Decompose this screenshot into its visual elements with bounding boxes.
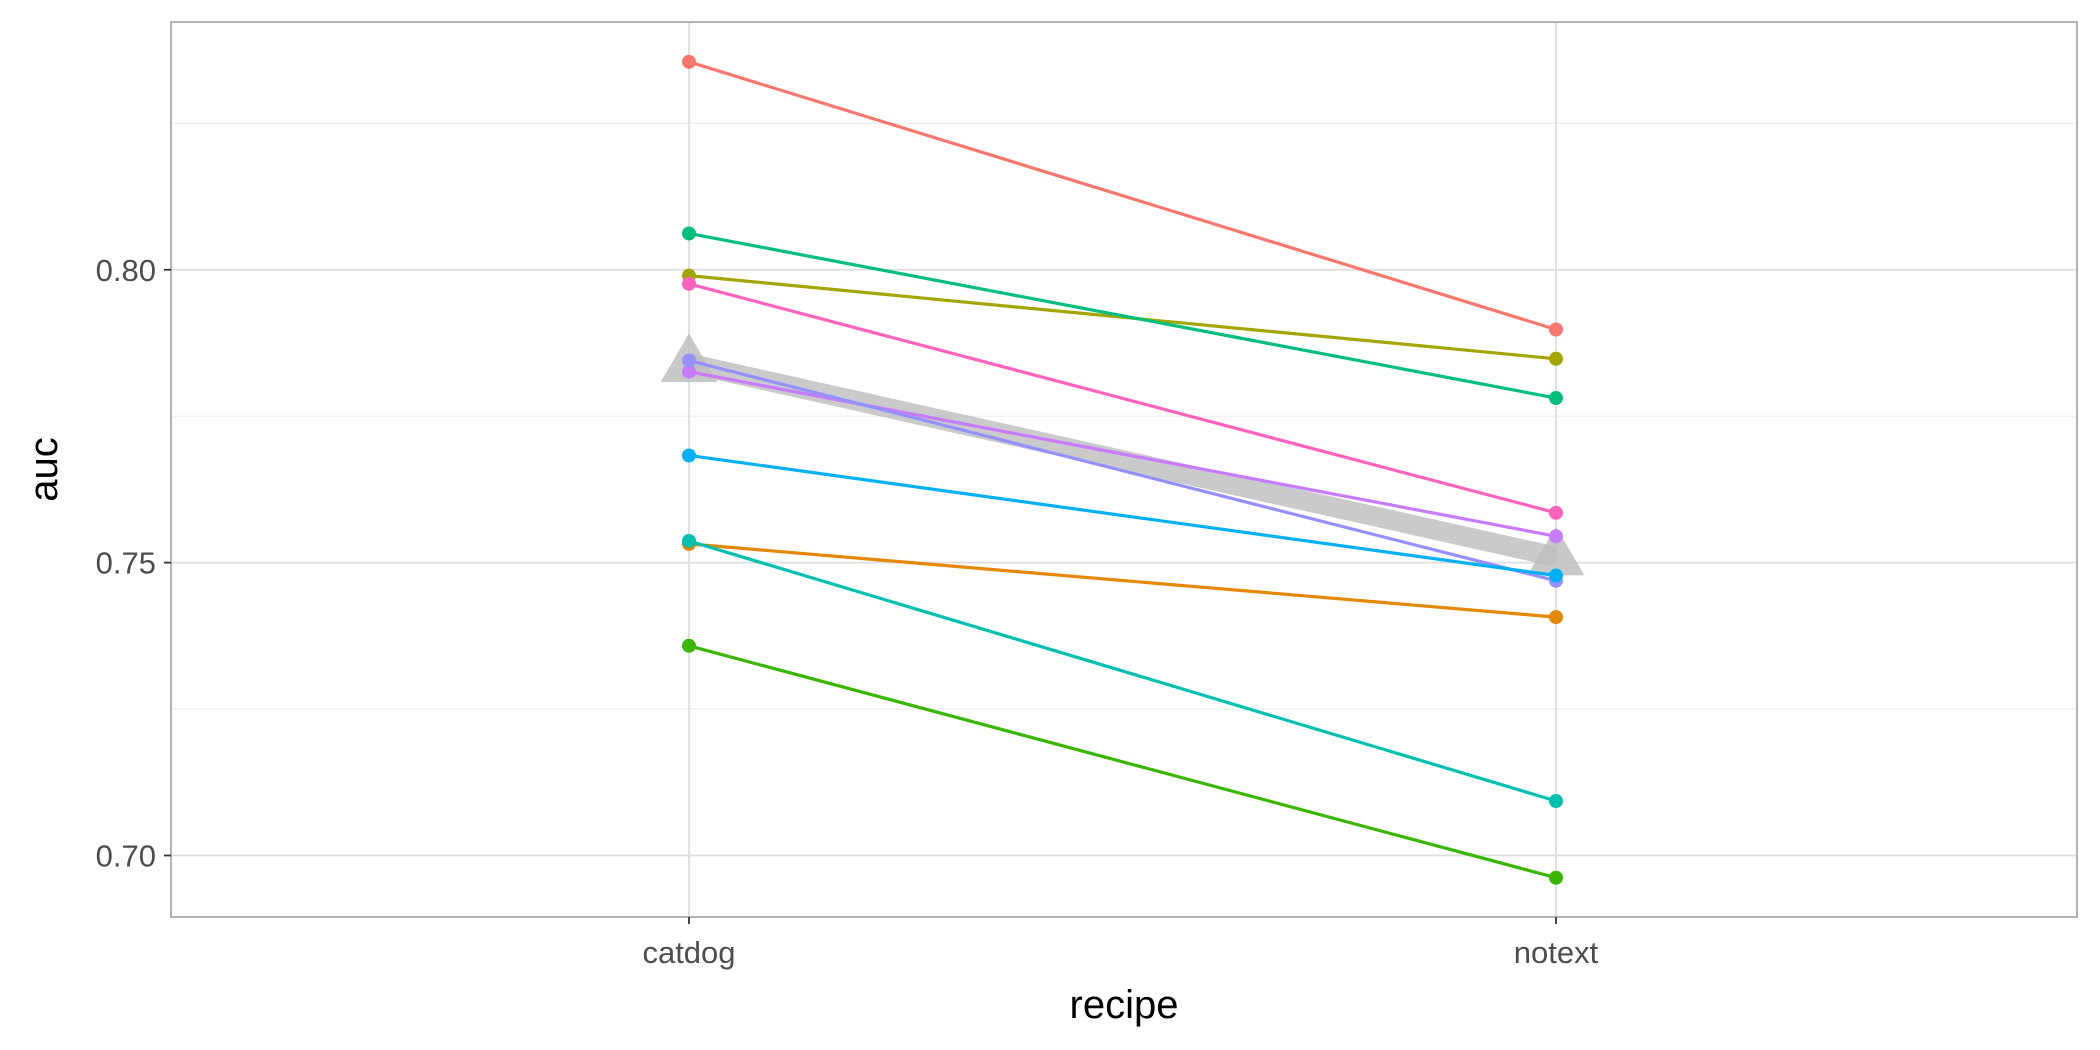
data-point [1549,505,1563,520]
series-5 [682,364,1563,544]
y-axis-ticks: 0.70 0.75 0.80 [96,253,171,873]
series-line [688,60,1557,332]
series-line [688,359,1557,583]
series-line [688,453,1557,578]
data-point [1549,568,1563,583]
mean-triangle-marker [1527,526,1585,576]
series-10 [682,638,1563,885]
series-line [688,542,1557,619]
data-point [682,353,696,368]
data-point [682,364,696,379]
major-gridlines [171,22,2077,917]
data-point [1549,391,1563,406]
minor-gridlines [171,122,2077,710]
data-point [682,54,696,69]
x-tick-label: catdog [642,935,735,970]
data-point [1549,610,1563,625]
x-tick-label: notext [1514,935,1599,970]
data-point [1549,351,1563,366]
series-7 [682,448,1563,583]
x-axis-ticks: catdog notext [642,917,1599,970]
series-line [688,370,1557,538]
y-tick-label: 0.70 [96,838,156,873]
series-layer [682,54,1563,885]
data-point [682,533,696,548]
series-4 [682,276,1563,520]
series-line [688,231,1557,400]
x-axis-title: recipe [1070,983,1179,1027]
series-line [688,539,1557,803]
series-line [688,282,1557,515]
data-point [1549,322,1563,337]
data-point [682,226,696,241]
series-3 [682,226,1563,406]
data-point [1549,794,1563,809]
y-tick-label: 0.80 [96,253,156,288]
series-1 [682,54,1563,337]
data-point [682,448,696,463]
y-axis-title: auc [22,437,66,502]
data-point [682,638,696,653]
panel-border [170,21,2078,918]
y-tick-label: 0.75 [96,546,156,581]
series-9 [682,533,1563,809]
data-point [1549,529,1563,544]
data-point [682,276,696,291]
data-point [1549,870,1563,885]
series-line [688,644,1557,880]
